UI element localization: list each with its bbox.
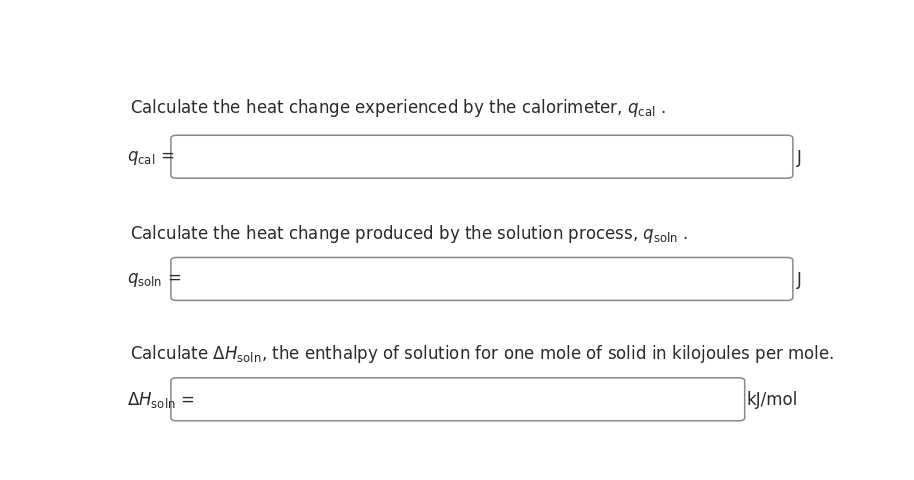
Text: Calculate the heat change experienced by the calorimeter, $q_{\mathrm{cal}}$ .: Calculate the heat change experienced by… xyxy=(130,96,665,119)
Text: $q_{\mathrm{soln}}$ =: $q_{\mathrm{soln}}$ = xyxy=(127,270,181,288)
Text: $\Delta H_{\mathrm{soln}}$ =: $\Delta H_{\mathrm{soln}}$ = xyxy=(127,389,195,409)
Text: J: J xyxy=(796,270,802,288)
Text: J: J xyxy=(796,148,802,167)
FancyBboxPatch shape xyxy=(171,378,745,421)
FancyBboxPatch shape xyxy=(171,136,792,179)
Text: $q_{\mathrm{cal}}$ =: $q_{\mathrm{cal}}$ = xyxy=(127,148,175,167)
Text: Calculate $\Delta H_{\mathrm{soln}}$, the enthalpy of solution for one mole of s: Calculate $\Delta H_{\mathrm{soln}}$, th… xyxy=(130,342,834,364)
FancyBboxPatch shape xyxy=(171,258,792,301)
Text: kJ/mol: kJ/mol xyxy=(747,391,798,408)
Text: Calculate the heat change produced by the solution process, $q_{\mathrm{soln}}$ : Calculate the heat change produced by th… xyxy=(130,222,688,244)
